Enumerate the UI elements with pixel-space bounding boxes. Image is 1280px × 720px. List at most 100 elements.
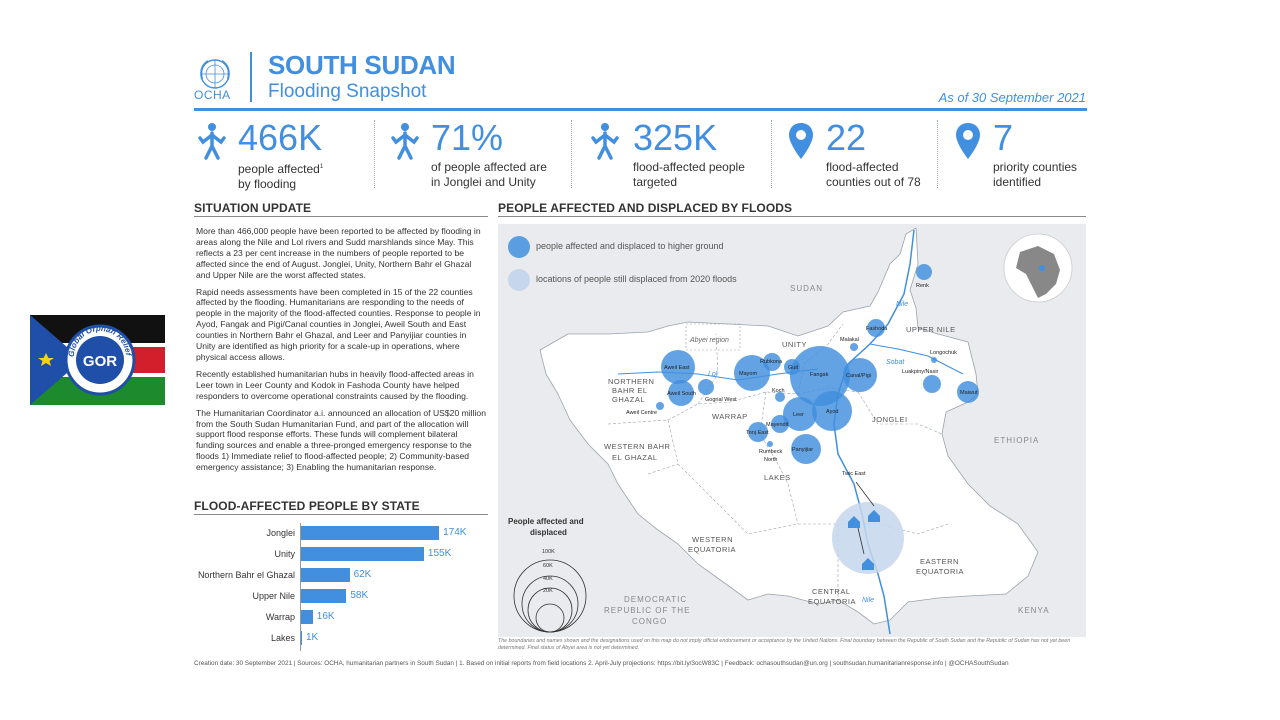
label-drc: CONGO [632, 617, 667, 626]
place-twic-east: Twic East [842, 471, 866, 477]
bubble-rumbek-north [767, 441, 773, 447]
bar-warrap [300, 610, 313, 624]
bar-category-label: Lakes [270, 633, 295, 643]
place-rubkona: Rubkona [760, 359, 783, 365]
label-abyei: Abyei region [689, 337, 729, 344]
people-icon [591, 123, 619, 160]
kpi-people-targeted: 325K flood-affected people targeted [587, 118, 767, 190]
place-koch: Koch [772, 388, 785, 394]
kpi-separator [937, 120, 938, 188]
kpi-value: 22 [826, 117, 867, 158]
bar-value-label: 62K [353, 569, 372, 580]
bar-value-label: 174K [443, 527, 467, 538]
south-sudan-marker [1039, 265, 1045, 271]
size-legend-label: 60K [543, 563, 553, 569]
label-ce: CENTRAL [812, 587, 851, 596]
section-rule [194, 514, 488, 515]
size-legend-title: People affected and [508, 517, 584, 526]
legend-affected-label: people affected and displaced to higher … [536, 241, 724, 251]
bubble-tonj-east [748, 422, 768, 442]
bubble-panyijiar [791, 434, 821, 464]
place-guit: Guit [788, 365, 799, 371]
place-aweil-south: Aweil South [667, 391, 696, 397]
kpi-value: 7 [993, 117, 1014, 158]
place-tonj-east: Tonj East [746, 430, 769, 436]
people-icon [391, 123, 419, 160]
size-legend-20k [535, 603, 565, 633]
place-panyijiar: Panyijiar [792, 447, 813, 453]
legend-displaced-swatch [508, 269, 530, 291]
bubble-rubkona [763, 353, 781, 371]
place-fashoda: Fashoda [866, 326, 888, 332]
place-mayom: Mayom [739, 371, 757, 377]
legend-affected-swatch [508, 236, 530, 258]
un-emblem-icon [200, 59, 230, 89]
ocha-label: OCHA [194, 88, 231, 102]
label-sobat: Sobat [886, 359, 905, 366]
bubble-fangak [790, 346, 850, 406]
label-ce: EQUATORIA [808, 597, 856, 606]
label-drc: REPUBLIC OF THE [604, 606, 690, 615]
bar-upper-nile [300, 589, 347, 603]
bubble-aweil-south [668, 380, 694, 406]
place-mayendit: Mayendit [766, 422, 789, 428]
bubble-malakal [850, 343, 858, 351]
as-of-date: As of 30 September 2021 [938, 90, 1086, 105]
place-aweil-east: Aweil East [664, 365, 690, 371]
size-legend-label: 100K [542, 549, 555, 555]
label-nbg: NORTHERN [608, 377, 654, 386]
location-pin-icon [956, 123, 980, 159]
lol-river [617, 368, 819, 381]
size-legend-label: 40K [543, 576, 553, 582]
bar-northern-bahr-el-ghazal [300, 568, 350, 582]
place-canal-pigi: Canal/Pigi [846, 373, 871, 379]
people-icon [198, 123, 226, 160]
label-wbg: WESTERN BAHR [604, 442, 671, 451]
kpi-separator [374, 120, 375, 188]
place-malakal: Malakal [840, 337, 859, 343]
displacement-house-icons [848, 510, 880, 570]
bubble-mayom [734, 355, 770, 391]
kpi-value: 325K [633, 117, 718, 158]
footer: Creation date: 30 September 2021 | Sourc… [194, 660, 1009, 667]
size-legend-title: displaced [530, 528, 567, 537]
bubble-fashoda [867, 319, 885, 337]
situation-paragraph: Rapid needs assessments have been comple… [196, 286, 481, 362]
header-divider [250, 52, 252, 102]
label-unity: UNITY [782, 340, 807, 349]
map-svg: SUDAN ETHIOPIA KENYA DEMOCRATIC REPUBLIC… [508, 227, 1073, 635]
situation-paragraph: More than 466,000 people have been repor… [196, 226, 481, 280]
bubble-ayod [812, 391, 852, 431]
label-wbg: EL GHAZAL [612, 453, 658, 462]
map-disclaimer: The boundaries and names shown and the d… [498, 638, 1071, 651]
map-title: PEOPLE AFFECTED AND DISPLACED BY FLOODS [498, 201, 793, 215]
africa-shape [1016, 246, 1060, 298]
kpi-description: flood-affected counties out of 78 [826, 160, 921, 189]
header-rule [194, 108, 1087, 111]
bar-category-label: Northern Bahr el Ghazal [197, 570, 295, 580]
label-we: WESTERN [692, 535, 733, 544]
situation-paragraph: Recently established humanitarian hubs i… [196, 368, 474, 401]
bar-value-label: 155K [427, 548, 452, 559]
bubble-leer [783, 397, 817, 431]
bar-category-label: Jonglei [266, 528, 295, 538]
bubble-maiwut [957, 381, 979, 403]
location-pin-icon [789, 123, 813, 159]
label-nile-south: Nile [862, 597, 874, 604]
kpi-separator [771, 120, 772, 188]
bar-value-label: 58K [350, 590, 369, 601]
page-country: SOUTH SUDAN [268, 50, 456, 80]
flood-map: SUDAN ETHIOPIA KENYA DEMOCRATIC REPUBLIC… [498, 224, 1086, 637]
kpi-separator [571, 120, 572, 188]
bar-category-label: Unity [274, 549, 295, 559]
label-nbg: GHAZAL [612, 395, 645, 404]
bubble-longochuk [931, 357, 937, 363]
bar-category-label: Upper Nile [252, 591, 295, 601]
section-rule [194, 216, 488, 217]
bar-category-label: Warrap [265, 612, 295, 622]
kpi-value: 466K [238, 117, 323, 158]
bubble-canal-pigi [843, 358, 877, 392]
place-ayod: Ayod [826, 409, 838, 415]
place-leer: Leer [793, 412, 804, 418]
legend-displaced-label: locations of people still displaced from… [536, 274, 737, 284]
